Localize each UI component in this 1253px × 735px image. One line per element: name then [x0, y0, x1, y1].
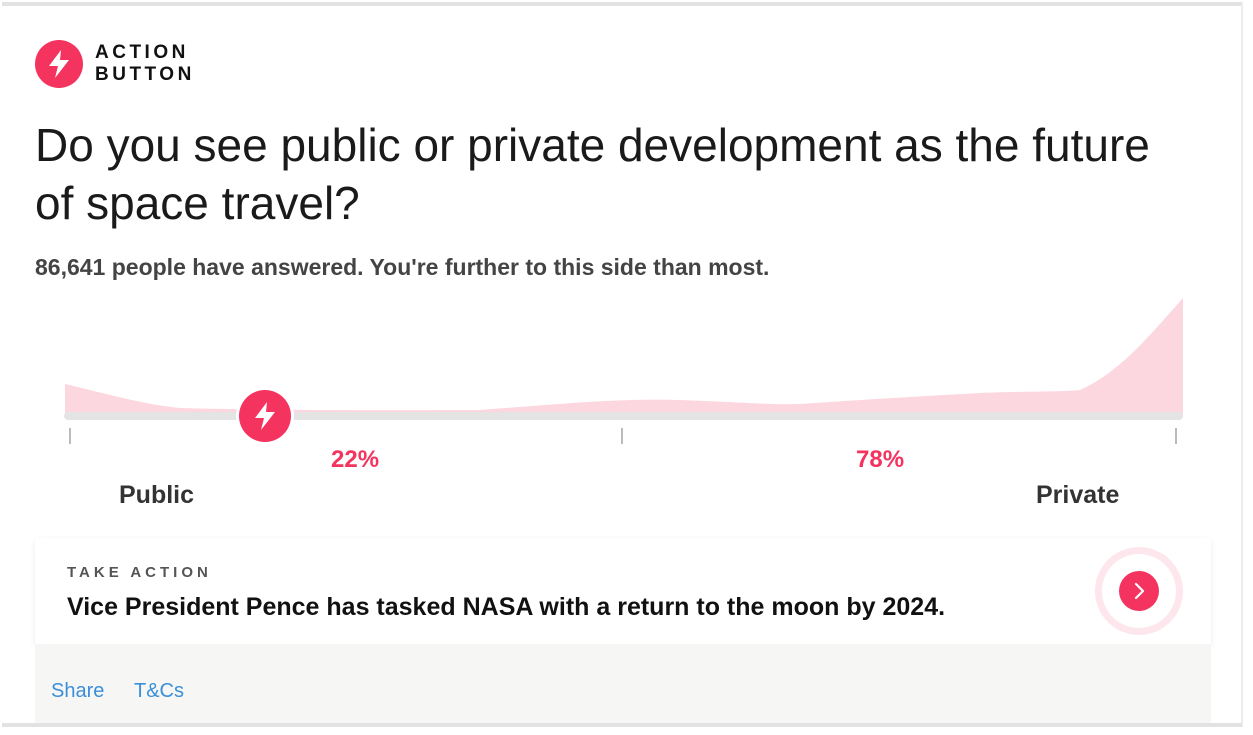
take-action-card[interactable]: TAKE ACTION Vice President Pence has tas…: [35, 538, 1211, 644]
frame-right-border: [1241, 2, 1243, 727]
brand-line-2: BUTTON: [95, 64, 195, 85]
brand-logo: ACTION BUTTON: [35, 40, 195, 88]
private-percent: 78%: [856, 446, 905, 473]
private-label: Private: [1036, 481, 1120, 509]
public-label: Public: [119, 481, 195, 509]
take-action-button-ring: [1095, 547, 1183, 635]
brand-wordmark: ACTION BUTTON: [95, 42, 195, 86]
public-percent: 22%: [331, 446, 380, 473]
lightning-bolt-icon: [35, 40, 83, 88]
take-action-button-ring-inner: [1102, 554, 1176, 628]
poll-question: Do you see public or private development…: [35, 119, 1150, 229]
share-link[interactable]: Share: [51, 680, 105, 702]
slider-track: [64, 412, 1183, 420]
distribution-area: [65, 298, 1183, 414]
chevron-right-icon: [1134, 582, 1145, 600]
frame-bottom-border: [2, 723, 1242, 727]
footer-bar: Share T&Cs: [35, 644, 1211, 723]
frame-top-border: [2, 2, 1242, 6]
take-action-button[interactable]: [1119, 571, 1159, 611]
lightning-bolt-icon: [255, 402, 275, 430]
terms-link[interactable]: T&Cs: [134, 680, 184, 702]
distribution-chart: [64, 298, 1183, 444]
user-position-marker: [239, 390, 291, 442]
brand-line-1: ACTION: [95, 42, 189, 63]
take-action-headline[interactable]: Vice President Pence has tasked NASA wit…: [67, 593, 946, 621]
take-action-eyebrow: TAKE ACTION: [67, 564, 212, 581]
answered-summary: 86,641 people have answered. You're furt…: [35, 254, 770, 280]
